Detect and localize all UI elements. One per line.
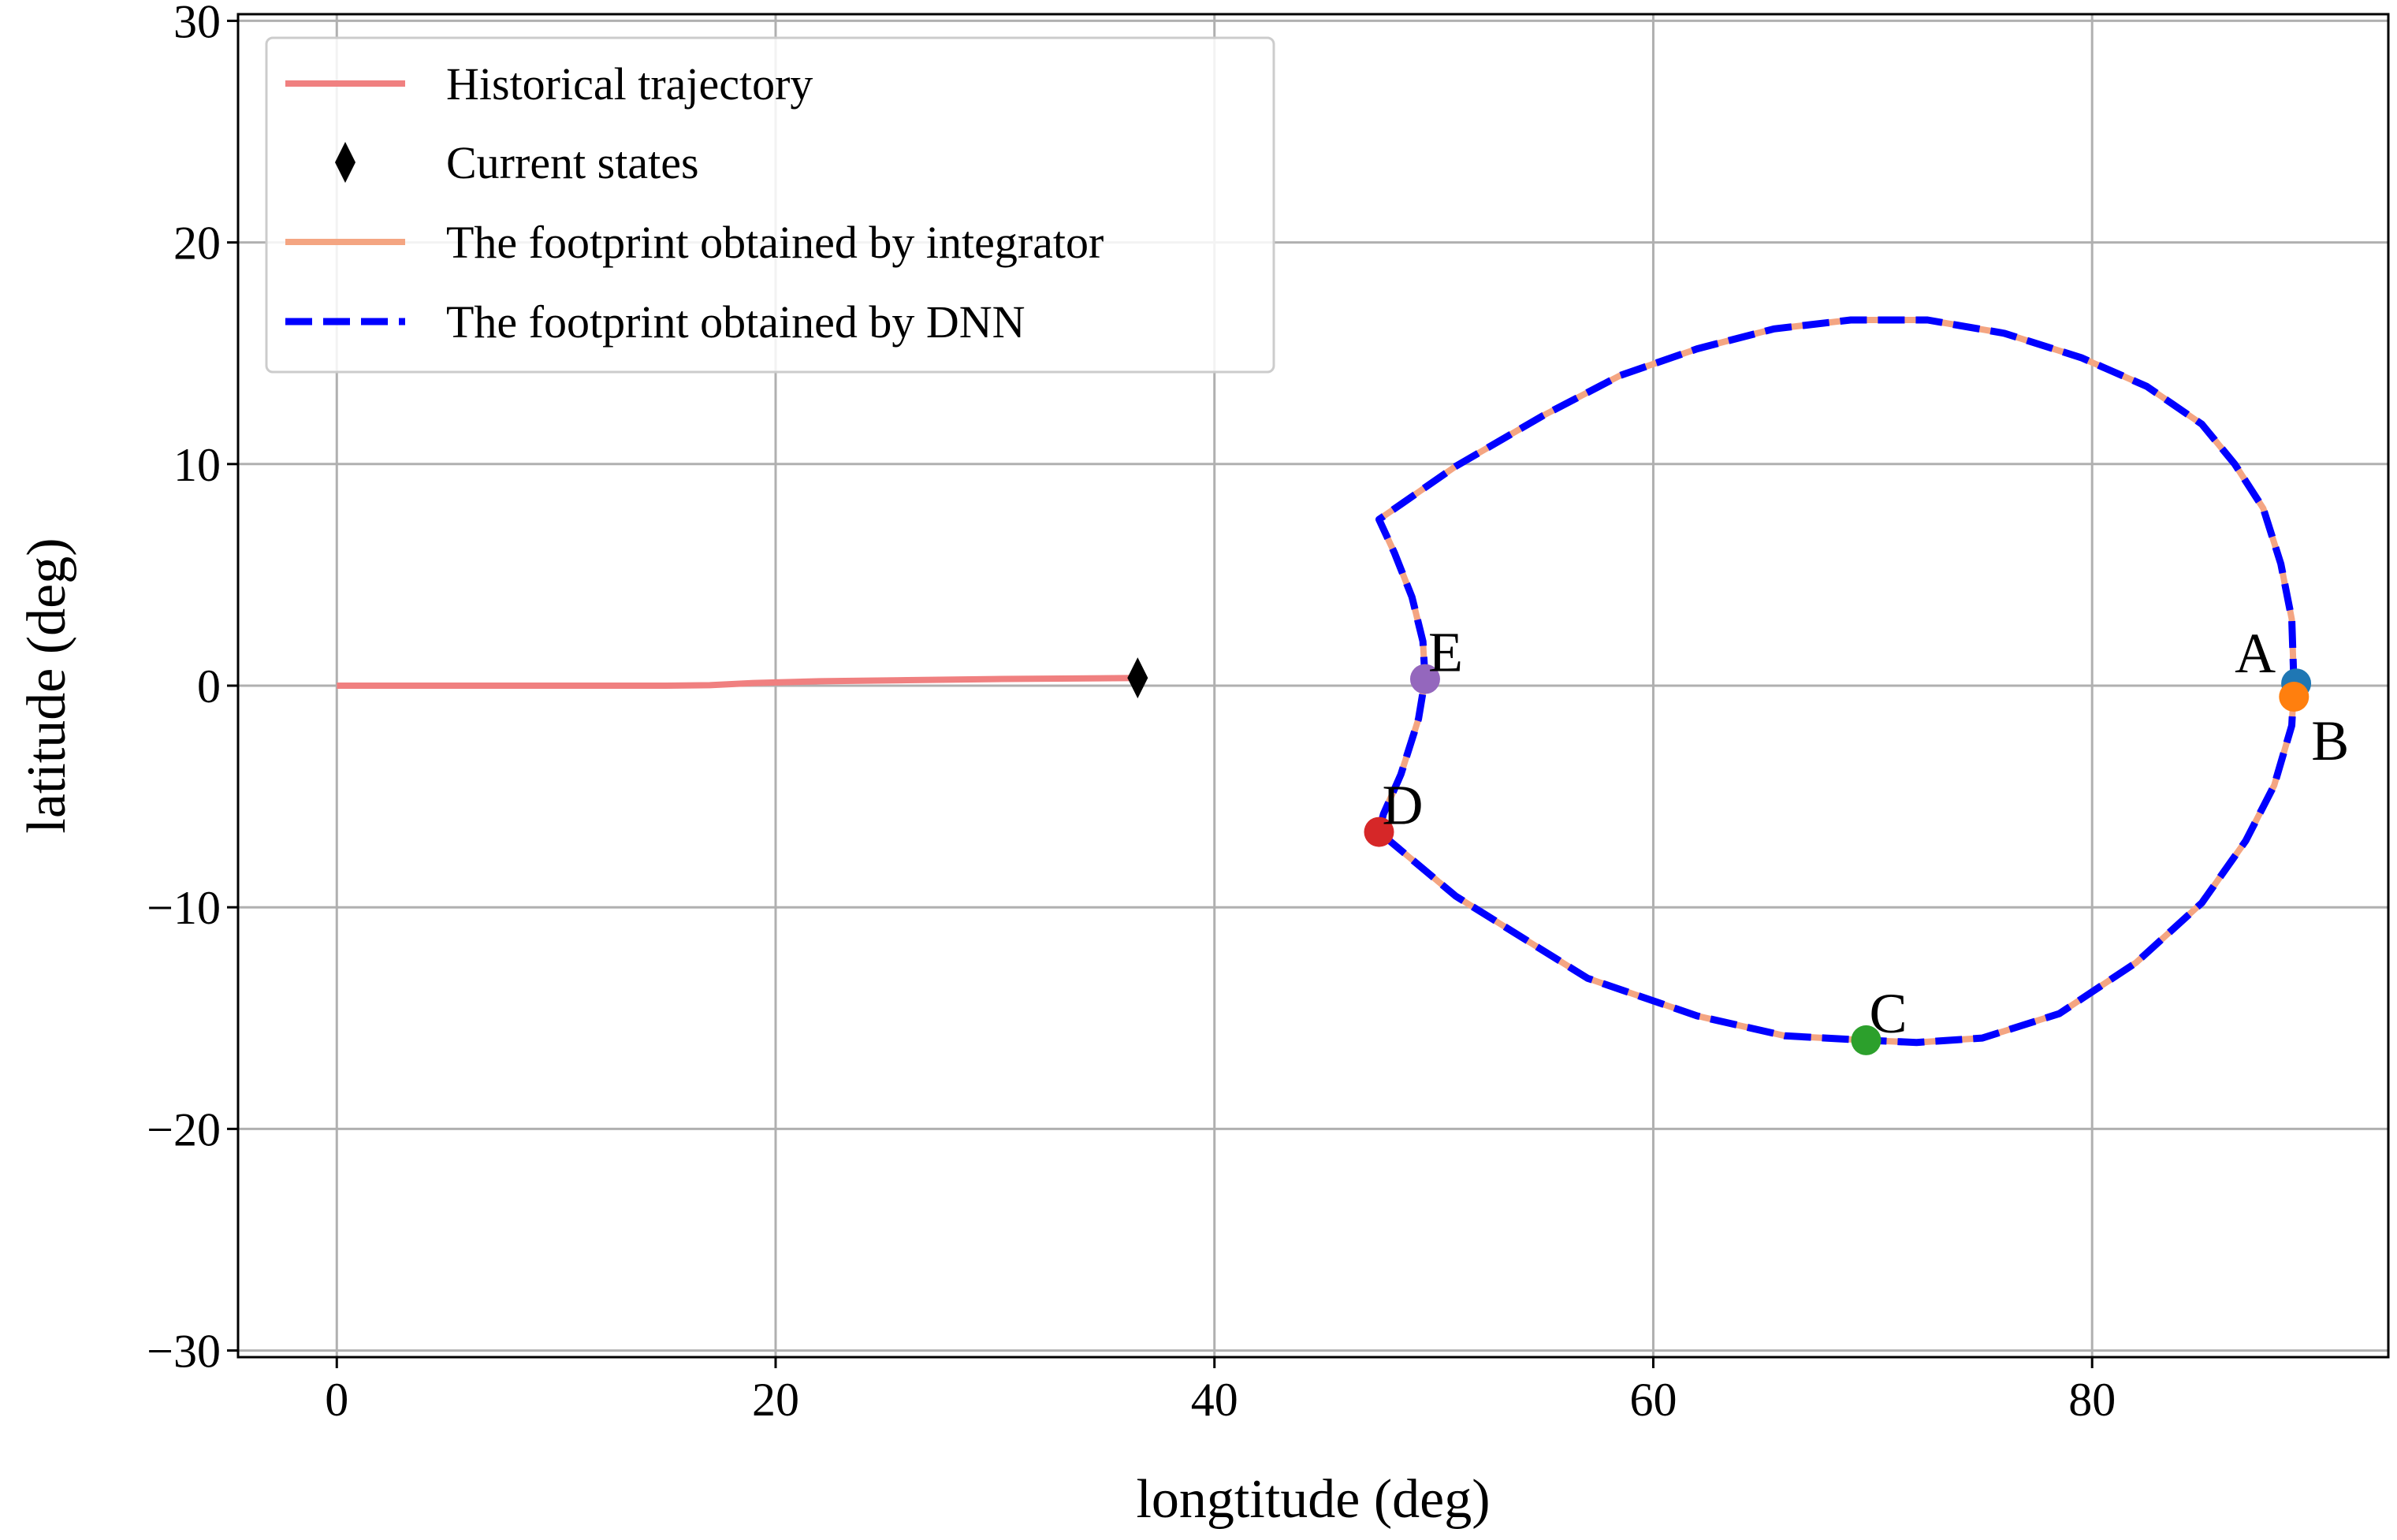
y-tick-label: −10 <box>147 882 221 934</box>
point-b-marker <box>2279 682 2310 712</box>
x-tick-label: 60 <box>1629 1374 1677 1426</box>
point-a-label: A <box>2235 622 2276 685</box>
x-tick-label: 40 <box>1191 1374 1238 1426</box>
point-d-label: D <box>1383 774 1424 837</box>
legend-box <box>265 36 1275 374</box>
x-axis-label: longtitude (deg) <box>1136 1469 1490 1530</box>
dnn-footprint-line <box>1375 316 2298 1047</box>
y-tick-label: −30 <box>147 1326 221 1378</box>
axis-ticks: 0 20 40 60 80 30 20 10 0 −10 −20 −30 <box>147 0 2116 1426</box>
point-d-marker <box>1364 816 1394 847</box>
x-tick-label: 20 <box>752 1374 799 1426</box>
historical-trajectory-line <box>337 675 1138 689</box>
y-tick-label: −20 <box>147 1103 221 1155</box>
y-axis-label: latitude (deg) <box>17 538 77 833</box>
legend-entry-label: Current states <box>446 137 699 188</box>
legend-entry-label: The footprint obtained by DNN <box>446 296 1025 348</box>
plot-area: AB C D E <box>337 316 2349 1055</box>
current-state-marker <box>1127 657 1148 699</box>
legend-entry-label: The footprint obtained by integrator <box>446 217 1104 268</box>
legend-marker <box>335 142 355 183</box>
point-c-label: C <box>1869 982 1907 1045</box>
point-b-label: B <box>2311 709 2349 772</box>
point-c-marker <box>1851 1025 1881 1055</box>
y-tick-label: 30 <box>173 0 221 47</box>
point-e-marker <box>1409 664 1440 694</box>
legend: Historical trajectory Current states The f… <box>265 36 1275 374</box>
x-tick-label: 0 <box>325 1374 348 1426</box>
y-tick-label: 20 <box>173 218 221 270</box>
point-e-label: E <box>1428 621 1463 684</box>
y-tick-label: 10 <box>173 439 221 491</box>
legend-entry-label: Historical trajectory <box>446 58 813 110</box>
y-tick-label: 0 <box>197 660 221 712</box>
x-tick-label: 80 <box>2068 1374 2116 1426</box>
